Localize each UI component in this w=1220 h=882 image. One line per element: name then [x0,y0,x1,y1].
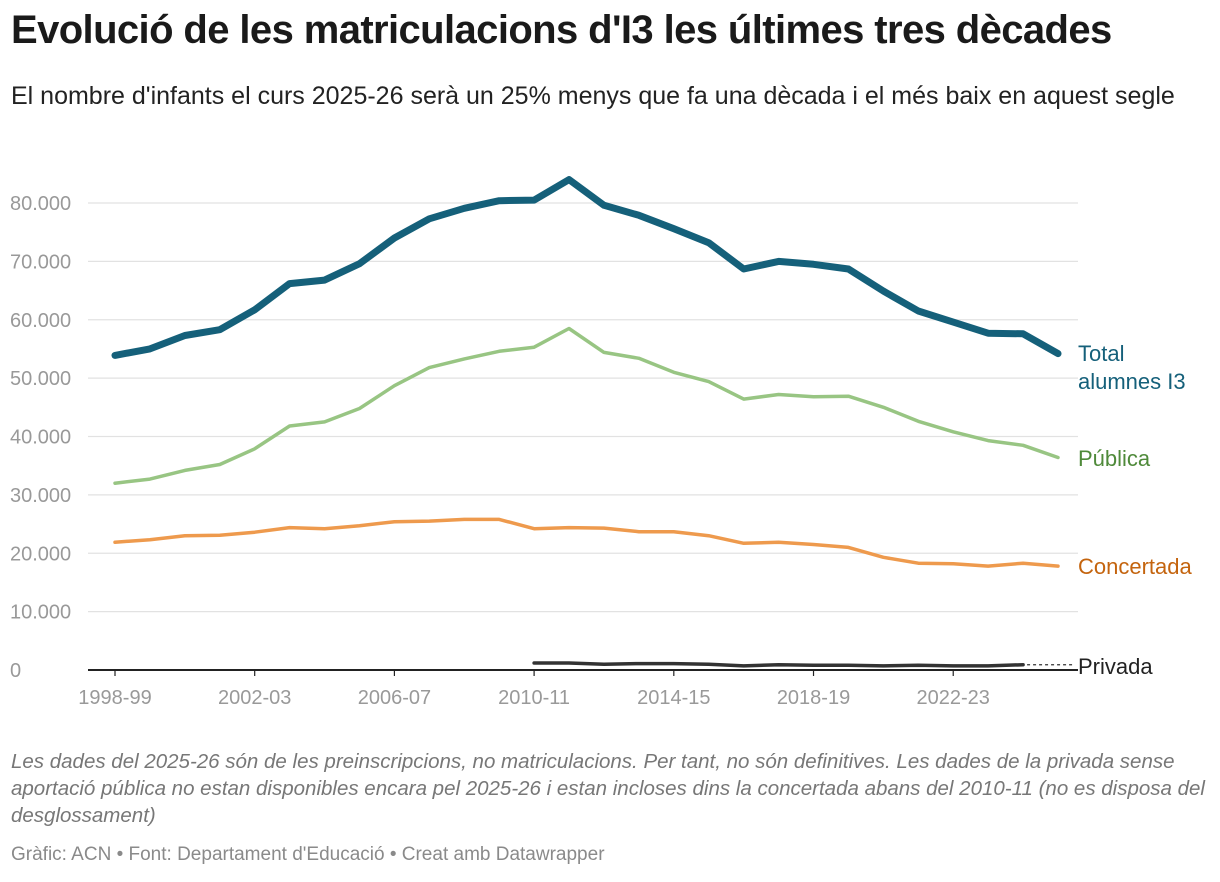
series-label-total-alumnes-i3: Total [1078,341,1124,366]
series-label-privada: Privada [1078,654,1153,679]
x-tick-label: 2010-11 [498,687,570,709]
chart-notes: Les dades del 2025-26 són de les preinsc… [11,750,1205,827]
series-line-total-alumnes-i3 [111,176,1062,359]
y-tick-label: 0 [10,660,21,682]
chart-subtitle: El nombre d'infants el curs 2025-26 serà… [11,82,1175,110]
x-tick-label: 2006-07 [358,687,431,709]
y-tick-label: 30.000 [10,485,71,507]
x-tick-label: 1998-99 [78,687,151,709]
y-tick-label: 60.000 [10,310,71,332]
series-label-concertada: Concertada [1078,554,1193,579]
x-tick-label: 2014-15 [637,687,710,709]
y-tick-label: 40.000 [10,427,71,449]
series-label-p-blica: Pública [1078,446,1151,471]
chart-footer: Gràfic: ACN • Font: Departament d'Educac… [11,844,605,865]
x-tick-label: 2022-23 [917,687,990,709]
series-label-total-alumnes-i3: alumnes I3 [1078,369,1186,394]
y-tick-label: 20.000 [10,543,71,565]
chart-title: Evolució de les matriculacions d'I3 les … [11,8,1112,52]
x-tick-label: 2002-03 [218,687,291,709]
series-line-concertada [113,517,1060,568]
y-tick-label: 50.000 [10,368,71,390]
y-tick-label: 80.000 [10,193,71,215]
line-chart: 0 10.000 20.000 30.000 40.000 50.000 60.000 70.… [10,176,1193,709]
y-tick-label: 10.000 [10,602,71,624]
y-tick-label: 70.000 [10,251,71,273]
x-tick-label: 2018-19 [777,687,850,709]
series-line-privada [532,661,1025,668]
series-line-p-blica [113,326,1060,485]
